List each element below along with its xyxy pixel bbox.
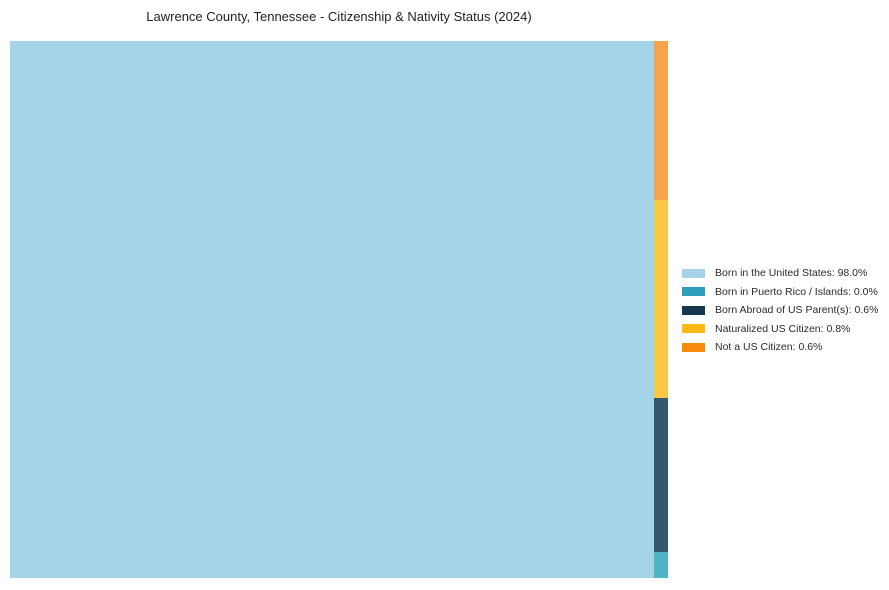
- legend-item-label: Naturalized US Citizen: 0.8%: [715, 322, 851, 335]
- legend-item-label: Born in the United States: 98.0%: [715, 267, 868, 279]
- legend-swatch-icon: [682, 268, 705, 278]
- treemap-plot-area: [10, 41, 668, 578]
- legend-item-label: Not a US Citizen: 0.6%: [715, 341, 823, 353]
- legend-item-born-in-puerto-rico-islands[interactable]: Born in Puerto Rico / Islands: 0.0%: [682, 283, 878, 302]
- legend-swatch-icon: [682, 324, 705, 334]
- legend-item-born-abroad-of-us-parents[interactable]: Born Abroad of US Parent(s): 0.6%: [682, 301, 878, 320]
- treemap-minor-strip: [654, 41, 668, 578]
- legend-item-naturalized-us-citizen[interactable]: Naturalized US Citizen: 0.8%: [682, 320, 878, 339]
- treemap-rect-born-in-united-states[interactable]: [10, 41, 654, 578]
- chart-title: Lawrence County, Tennessee - Citizenship…: [146, 9, 532, 24]
- treemap-rect-born-in-puerto-rico-islands[interactable]: [654, 552, 668, 578]
- treemap-rect-born-abroad-of-us-parents[interactable]: [654, 398, 668, 552]
- legend-item-not-a-us-citizen[interactable]: Not a US Citizen: 0.6%: [682, 338, 878, 357]
- legend-swatch-icon: [682, 305, 705, 315]
- legend-swatch-icon: [682, 287, 705, 297]
- legend-swatch-icon: [682, 342, 705, 352]
- legend-item-label: Born in Puerto Rico / Islands: 0.0%: [715, 285, 878, 298]
- legend-item-born-in-united-states[interactable]: Born in the United States: 98.0%: [682, 264, 878, 283]
- legend: Born in the United States: 98.0% Born in…: [682, 264, 878, 357]
- legend-item-label: Born Abroad of US Parent(s): 0.6%: [715, 304, 879, 316]
- treemap-rect-naturalized-us-citizen[interactable]: [654, 200, 668, 398]
- treemap-rect-not-a-us-citizen[interactable]: [654, 41, 668, 200]
